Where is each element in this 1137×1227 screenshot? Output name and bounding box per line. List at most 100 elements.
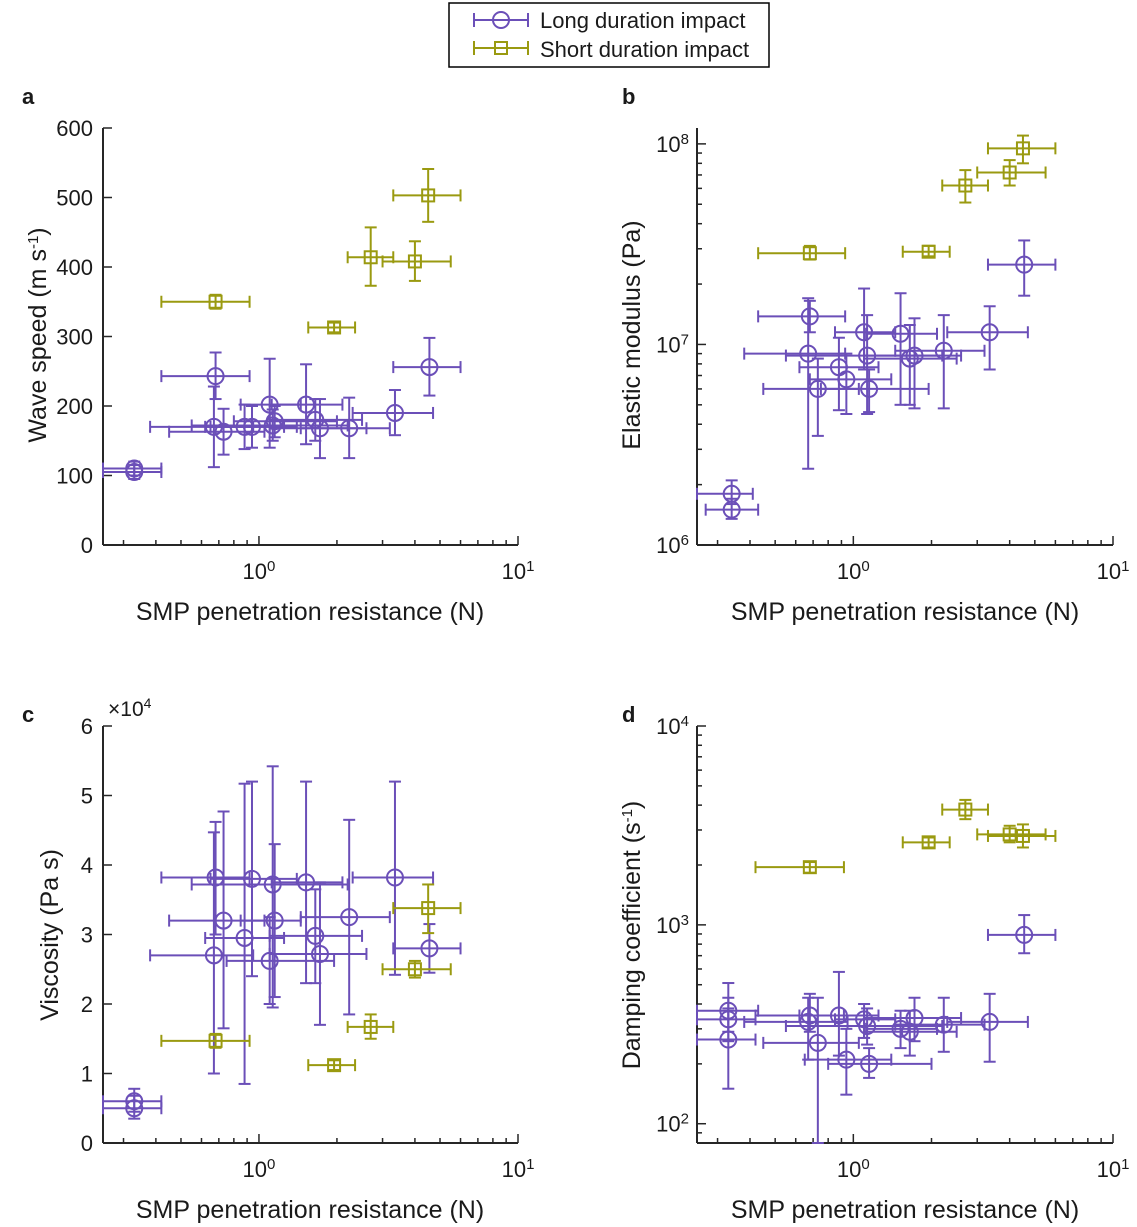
data-point [392,168,462,223]
data-point [696,479,754,506]
circle-marker [265,911,284,930]
square-marker [208,294,223,309]
panel-c-multiplier-exp: 4 [144,695,152,711]
panel-d-y-tick-label: 104 [656,713,689,740]
data-point [865,292,939,406]
panel-d-series-short [754,798,1057,875]
legend-box [448,2,770,68]
panel-b-x-tick-label: 100 [837,558,870,585]
panel-d-x-tick-label: 101 [1097,1156,1130,1183]
panel-b-xlabel: SMP penetration resistance (N) [731,598,1079,626]
data-point [762,996,860,1144]
circle-marker [297,395,316,414]
circle-marker [855,323,874,342]
panel-d-ylabel-main: Damping coefficient (s [618,822,646,1069]
circle-marker [829,1006,848,1025]
square-marker [421,901,436,916]
data-point [946,305,1029,371]
panel-c-y-tick-label: 6 [81,714,93,739]
data-point [102,459,163,478]
panel-b-plot: 100 101 106 107 108 [656,128,1129,584]
circle-marker [800,307,819,326]
data-point [160,293,251,310]
data-point [307,1058,357,1073]
data-point [941,169,989,204]
panel-d-y-tick-label: 102 [656,1110,689,1137]
panel-c-y-tick-label: 4 [81,853,93,878]
panel-a-y-tick-label: 600 [56,116,93,141]
panel-a-plot: 100 101 0 100 200 300 400 500 600 [56,116,534,584]
square-marker [802,246,817,261]
data-point [986,239,1057,297]
data-point [901,244,951,259]
data-point [351,780,435,976]
panel-b: b Elastic modulus (Pa) SMP penetration r… [618,84,1129,626]
square-marker [421,188,436,203]
svg-text:×104: ×104 [108,695,152,721]
circle-marker [242,417,261,436]
panel-b-y-tick-label: 106 [656,532,689,559]
circle-marker [837,370,856,389]
data-point [102,1094,163,1120]
circle-marker [420,939,439,958]
square-marker [1002,827,1017,842]
data-point [743,996,849,1061]
panel-c-series-long [102,765,462,1120]
data-point [268,888,364,985]
circle-marker [980,1012,999,1031]
data-point [986,134,1057,165]
data-point [239,843,302,999]
panel-b-series-long [696,239,1057,520]
data-point [894,996,986,1053]
circle-marker [905,1009,924,1028]
square-marker [958,802,973,817]
panel-a-y-tick-label: 300 [56,325,93,350]
legend: Long duration impact Short duration impa… [448,2,770,68]
data-point [976,159,1047,187]
circle-marker [980,323,999,342]
circle-marker [214,422,233,441]
svg-text:Viscosity (Pa s): Viscosity (Pa s) [36,849,64,1021]
panel-a-x-tick-label: 101 [502,558,535,585]
circle-marker [340,419,359,438]
circle-marker [905,346,924,365]
panel-d-plot: 100 101 102 103 104 [656,713,1129,1183]
data-point [757,244,847,261]
panel-b-ylabel: Elastic modulus (Pa) [618,220,646,449]
panel-a-x-tick-label: 100 [243,558,276,585]
panel-b-series-short [757,134,1057,261]
panel-a-xlabel: SMP penetration resistance (N) [136,598,484,626]
legend-entry-long: Long duration impact [473,8,745,33]
square-marker [208,1033,223,1048]
circle-marker [1015,255,1034,274]
data-point [346,226,395,287]
circle-marker [125,1099,144,1118]
data-point [743,297,847,470]
data-point [946,992,1029,1063]
panel-c-y-tick-label: 1 [81,1062,93,1087]
legend-long-marker [492,11,510,29]
circle-marker [385,403,404,422]
square-marker [327,1058,342,1073]
panel-c-y-tick-label: 0 [81,1131,93,1156]
panel-c-series-short [160,883,462,1073]
panel-c-y-tick-label: 2 [81,992,93,1017]
circle-marker [242,869,261,888]
legend-short-label: Short duration impact [540,37,749,62]
data-point [986,823,1057,849]
panel-b-x-tick-label: 101 [1097,558,1130,585]
panel-b-y-tick-label: 107 [656,331,689,358]
panel-b-y-tick-label: 108 [656,130,689,157]
data-point [307,320,357,335]
panel-d: d Damping coefficient (s-1) SMP penetrat… [618,702,1129,1224]
data-point [754,860,845,875]
panel-d-ylabel-tail: ) [618,801,646,809]
circle-marker [204,946,223,965]
circle-marker [1015,925,1034,944]
data-point [160,1032,251,1049]
circle-marker [719,1030,738,1049]
circle-marker [306,926,325,945]
circle-marker [860,379,879,398]
